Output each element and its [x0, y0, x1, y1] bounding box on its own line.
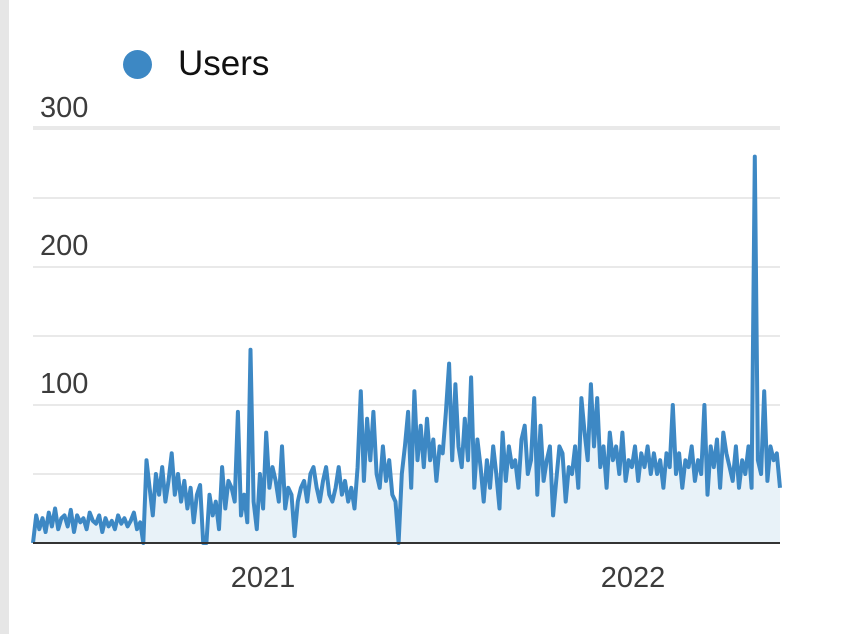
y-axis-ticks: 100 200 300 — [40, 92, 88, 400]
x-tick-label-2022: 2022 — [601, 562, 666, 594]
y-tick-label-100: 100 — [40, 368, 88, 400]
legend-dot-icon — [123, 49, 152, 79]
legend[interactable]: Users — [123, 44, 269, 84]
x-axis-ticks: 2021 2022 — [231, 562, 666, 594]
left-edge-strip — [0, 0, 9, 634]
y-tick-label-200: 200 — [40, 230, 88, 262]
users-series-line[interactable] — [31, 154, 782, 545]
x-tick-label-2021: 2021 — [231, 562, 296, 594]
grid-lines — [33, 126, 780, 475]
legend-label: Users — [178, 44, 270, 83]
y-tick-label-300: 300 — [40, 92, 88, 124]
